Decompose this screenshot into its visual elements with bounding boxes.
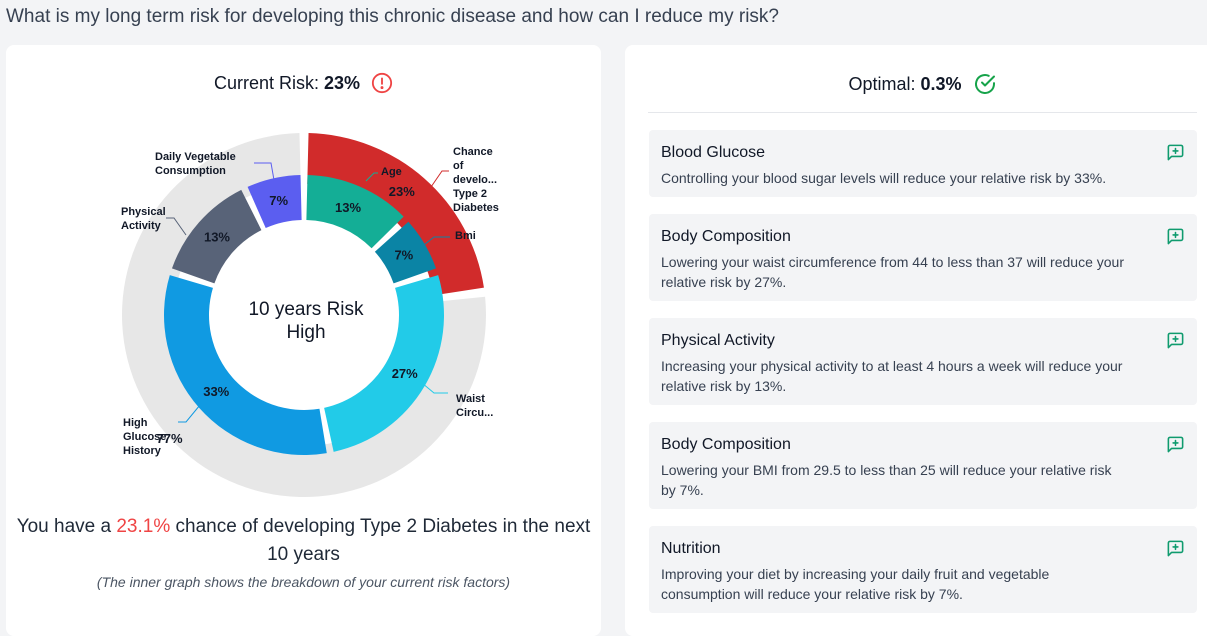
chart-center-text: 10 years Risk High xyxy=(206,298,406,344)
data-label: 7% xyxy=(269,193,288,208)
summary-percent: 23.1% xyxy=(116,516,171,537)
check-circle-icon xyxy=(973,72,997,96)
recommendation-description: Improving your diet by increasing your d… xyxy=(661,566,1050,602)
recommendation-description: Increasing your physical activity to at … xyxy=(661,358,1123,394)
leader-line xyxy=(166,217,187,236)
chart-center-line-2: High xyxy=(286,322,326,343)
optimal-label: Optimal: xyxy=(848,73,916,94)
data-label: 23% xyxy=(389,184,415,199)
current-risk-title: Current Risk: 23% xyxy=(6,72,601,94)
add-comment-icon[interactable] xyxy=(1166,143,1185,167)
divider xyxy=(648,112,1197,113)
optimal-card: Optimal: 0.3% Blood Glucose Controlling … xyxy=(625,45,1207,636)
chart-center-line-1: 10 years Risk xyxy=(248,299,364,320)
leader-line xyxy=(423,236,450,246)
risk-donut-chart: 23% 77% 13% 7% 27% 33% 13% 7% Chance of develo... T… xyxy=(121,133,499,497)
data-label: 13% xyxy=(335,200,361,215)
legend-label: Physical Activity xyxy=(121,206,166,232)
recommendation-card: Nutrition Improving your diet by increas… xyxy=(649,526,1197,613)
slice-high-glucose-history xyxy=(163,275,327,455)
recommendation-description: Lowering your waist circumference from 4… xyxy=(661,254,1124,290)
leader-line xyxy=(178,404,201,423)
recommendation-title: Blood Glucose xyxy=(661,144,766,161)
summary-suffix: chance of developing Type 2 Diabetes in … xyxy=(170,516,591,565)
legend-label: Chance of develo... Type 2 Diabetes xyxy=(453,146,499,214)
recommendation-card: Body Composition Lowering your waist cir… xyxy=(649,214,1197,301)
add-comment-icon[interactable] xyxy=(1166,331,1185,355)
recommendation-title: Nutrition xyxy=(661,540,721,557)
data-label: 33% xyxy=(203,384,229,399)
data-label: 7% xyxy=(394,247,413,262)
recommendation-title: Physical Activity xyxy=(661,332,775,349)
slice-waist-circu xyxy=(324,275,444,452)
data-label: 13% xyxy=(204,230,230,245)
leader-line xyxy=(415,377,448,394)
legend-label: Waist Circu... xyxy=(456,393,493,419)
risk-summary: You have a 23.1% chance of developing Ty… xyxy=(6,513,601,569)
legend-label: Daily Vegetable Consumption xyxy=(155,151,236,177)
data-label: 27% xyxy=(392,366,418,381)
summary-prefix: You have a xyxy=(16,516,117,537)
recommendation-title: Body Composition xyxy=(661,228,791,245)
chart-note: (The inner graph shows the breakdown of … xyxy=(96,574,511,590)
slice-daily-vegetable-consumption xyxy=(247,175,302,229)
question-heading: What is my long term risk for developing… xyxy=(6,6,779,27)
recommendation-title: Body Composition xyxy=(661,436,791,453)
leader-line xyxy=(254,162,275,181)
slice-physical-activity xyxy=(171,189,262,284)
legend-label: Bmi xyxy=(455,230,476,242)
recommendation-card: Blood Glucose Controlling your blood sug… xyxy=(649,130,1197,197)
optimal-value: 0.3% xyxy=(920,73,962,94)
legend-label: High Glucose History xyxy=(123,417,166,457)
add-comment-icon[interactable] xyxy=(1166,539,1185,563)
recommendation-card: Body Composition Lowering your BMI from … xyxy=(649,422,1197,509)
alert-circle-icon xyxy=(371,72,393,94)
recommendation-description: Lowering your BMI from 29.5 to less than… xyxy=(661,462,1112,498)
add-comment-icon[interactable] xyxy=(1166,435,1185,459)
recommendation-card: Physical Activity Increasing your physic… xyxy=(649,318,1197,405)
leader-line xyxy=(430,170,449,188)
data-label: 77% xyxy=(156,431,182,446)
add-comment-icon[interactable] xyxy=(1166,227,1185,251)
optimal-title: Optimal: 0.3% xyxy=(648,72,1197,96)
slice-bmi xyxy=(374,221,437,284)
current-risk-value: 23% xyxy=(324,72,361,93)
slice-age xyxy=(306,175,404,249)
current-risk-label: Current Risk: xyxy=(213,72,319,93)
recommendation-description: Controlling your blood sugar levels will… xyxy=(661,170,1107,186)
current-risk-card: Current Risk: 23% 23% 77% 13% 7% 27% 33% 13% 7%… xyxy=(6,45,601,636)
legend-label: Age xyxy=(381,166,402,178)
leader-line xyxy=(365,172,378,182)
